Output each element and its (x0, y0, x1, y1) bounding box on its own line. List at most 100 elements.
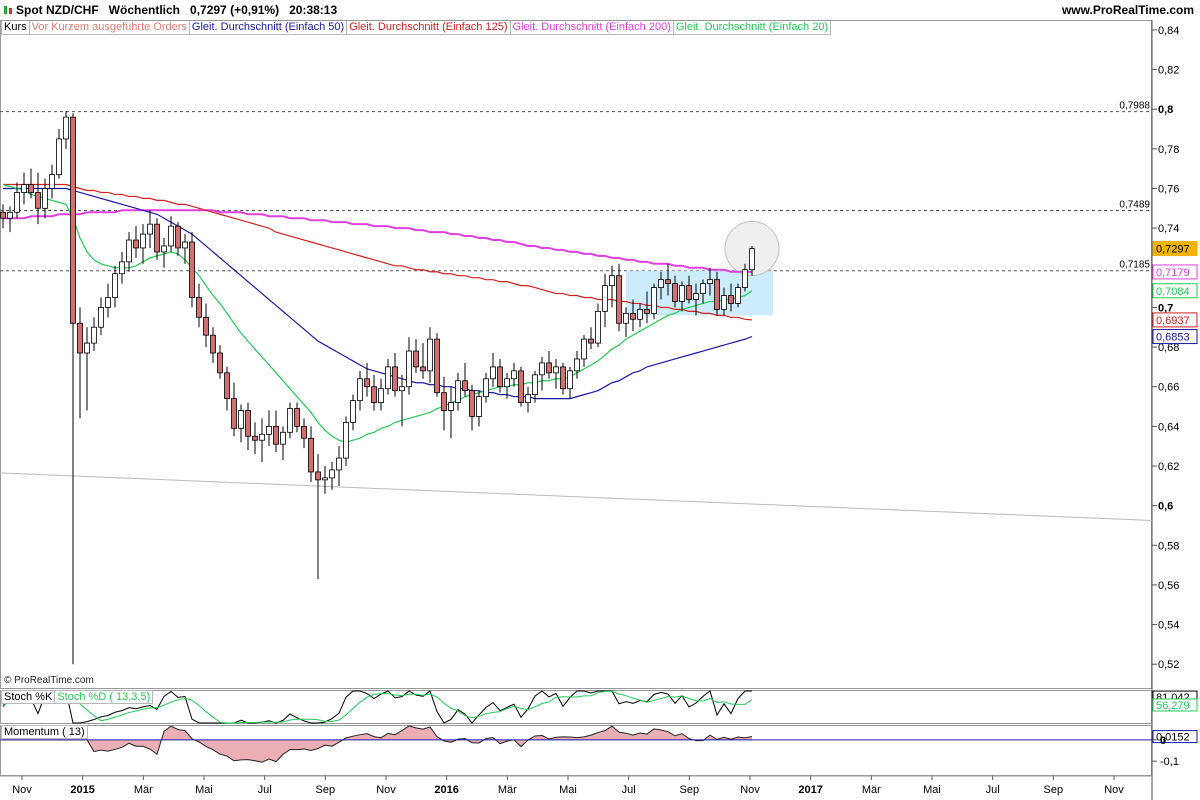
ma125-line (3, 183, 753, 321)
momentum-tick-label: -0,1 (1160, 756, 1179, 768)
candle (154, 223, 160, 253)
price-badge (1152, 312, 1198, 328)
y-tick-label: 0,7 (1158, 302, 1173, 314)
x-tick-label: Jul (986, 784, 1000, 796)
candle (364, 378, 370, 388)
candlestick-icon (4, 6, 12, 14)
legend-item[interactable]: Vor Kurzem ausgeführte Orders (28, 20, 190, 35)
site-url[interactable]: www.ProRealTime.com (1061, 3, 1194, 17)
y-tick-label: 0,68 (1158, 342, 1179, 354)
momentum-line (3, 725, 753, 763)
candle (518, 370, 524, 403)
momentum-tick-label: 0 (1160, 735, 1166, 747)
candle (0, 211, 6, 219)
candle (294, 408, 300, 427)
candle (91, 326, 97, 344)
x-tick-label: Mär (862, 784, 881, 796)
y-tick-label: 0,66 (1158, 382, 1179, 394)
x-tick-label: Nov (12, 784, 32, 796)
momentum-value-label: 0,0152 (1156, 732, 1190, 744)
candle (427, 338, 433, 372)
candle (560, 366, 566, 390)
x-tick-label: Sep (316, 784, 336, 796)
candle (56, 138, 62, 176)
candle (196, 297, 202, 318)
candle (112, 273, 118, 298)
candle (42, 188, 48, 209)
stoch-d-line (2, 690, 753, 724)
candle (231, 398, 237, 429)
candle (679, 285, 685, 302)
candle (728, 295, 734, 304)
ma200-line (3, 209, 753, 273)
candle (399, 386, 405, 392)
candle (119, 261, 125, 275)
candle (98, 307, 104, 328)
candle (665, 279, 671, 285)
candle (182, 241, 188, 249)
candle (441, 392, 447, 411)
candle (392, 366, 398, 392)
y-tick-label: 0,8 (1158, 104, 1173, 116)
candle (644, 309, 650, 314)
x-tick-label: Mai (195, 784, 213, 796)
x-tick-label: 2017 (798, 784, 822, 796)
y-tick-label: 0,76 (1158, 183, 1179, 195)
candle (147, 223, 153, 235)
candle (749, 248, 755, 271)
candle (448, 402, 454, 411)
candle (623, 312, 629, 324)
candle (413, 350, 419, 368)
candle (686, 285, 692, 300)
x-tick-label: Sep (680, 784, 700, 796)
x-tick-label: Mär (498, 784, 517, 796)
y-tick-label: 0,52 (1158, 659, 1179, 671)
legend-item[interactable]: Gleit. Durchschnitt (Einfach 125) (346, 20, 511, 35)
candle (329, 469, 335, 479)
price-badge-label: 0,7297 (1156, 244, 1190, 256)
candle (7, 211, 13, 219)
candle (259, 433, 265, 441)
y-tick-label: 0,82 (1158, 65, 1179, 77)
legend-item[interactable]: Gleit. Durchschnitt (Einfach 20) (672, 20, 832, 35)
candle (462, 380, 468, 392)
candle (581, 338, 587, 360)
candle (455, 380, 461, 403)
candle (735, 287, 741, 304)
candle (476, 396, 482, 417)
trend-line (0, 472, 1153, 522)
price-badge (1152, 264, 1198, 280)
x-tick-label: Sep (1044, 784, 1064, 796)
x-tick-label: Nov (376, 784, 396, 796)
candle (672, 283, 678, 302)
candle (63, 116, 69, 140)
candle (28, 184, 34, 193)
candle (245, 410, 251, 437)
stoch-series-label: Stoch %K (1, 690, 56, 704)
chart-title: Spot NZD/CHF Wöchentlich 0,7297 (+0,91%)… (16, 3, 338, 17)
title-bar: Spot NZD/CHF Wöchentlich 0,7297 (+0,91%)… (0, 0, 1200, 20)
candle (525, 394, 531, 403)
candle (707, 279, 713, 285)
y-tick-label: 0,78 (1158, 144, 1179, 156)
candle (14, 192, 20, 213)
candle (238, 410, 244, 429)
candle (168, 225, 174, 247)
x-tick-label: Jul (258, 784, 272, 796)
candle (574, 358, 580, 372)
candle (77, 322, 83, 354)
candle (742, 269, 748, 288)
candle (301, 425, 307, 439)
x-tick-label: Nov (740, 784, 760, 796)
candle (140, 233, 146, 249)
candle (322, 477, 328, 481)
price-level-label: 0,7489 (1119, 199, 1150, 210)
candle (497, 366, 503, 388)
candle (315, 471, 321, 481)
candle (70, 116, 76, 324)
candle (273, 425, 279, 445)
y-tick-label: 0,84 (1158, 25, 1179, 37)
candle (434, 338, 440, 394)
price-badge (1152, 241, 1198, 257)
